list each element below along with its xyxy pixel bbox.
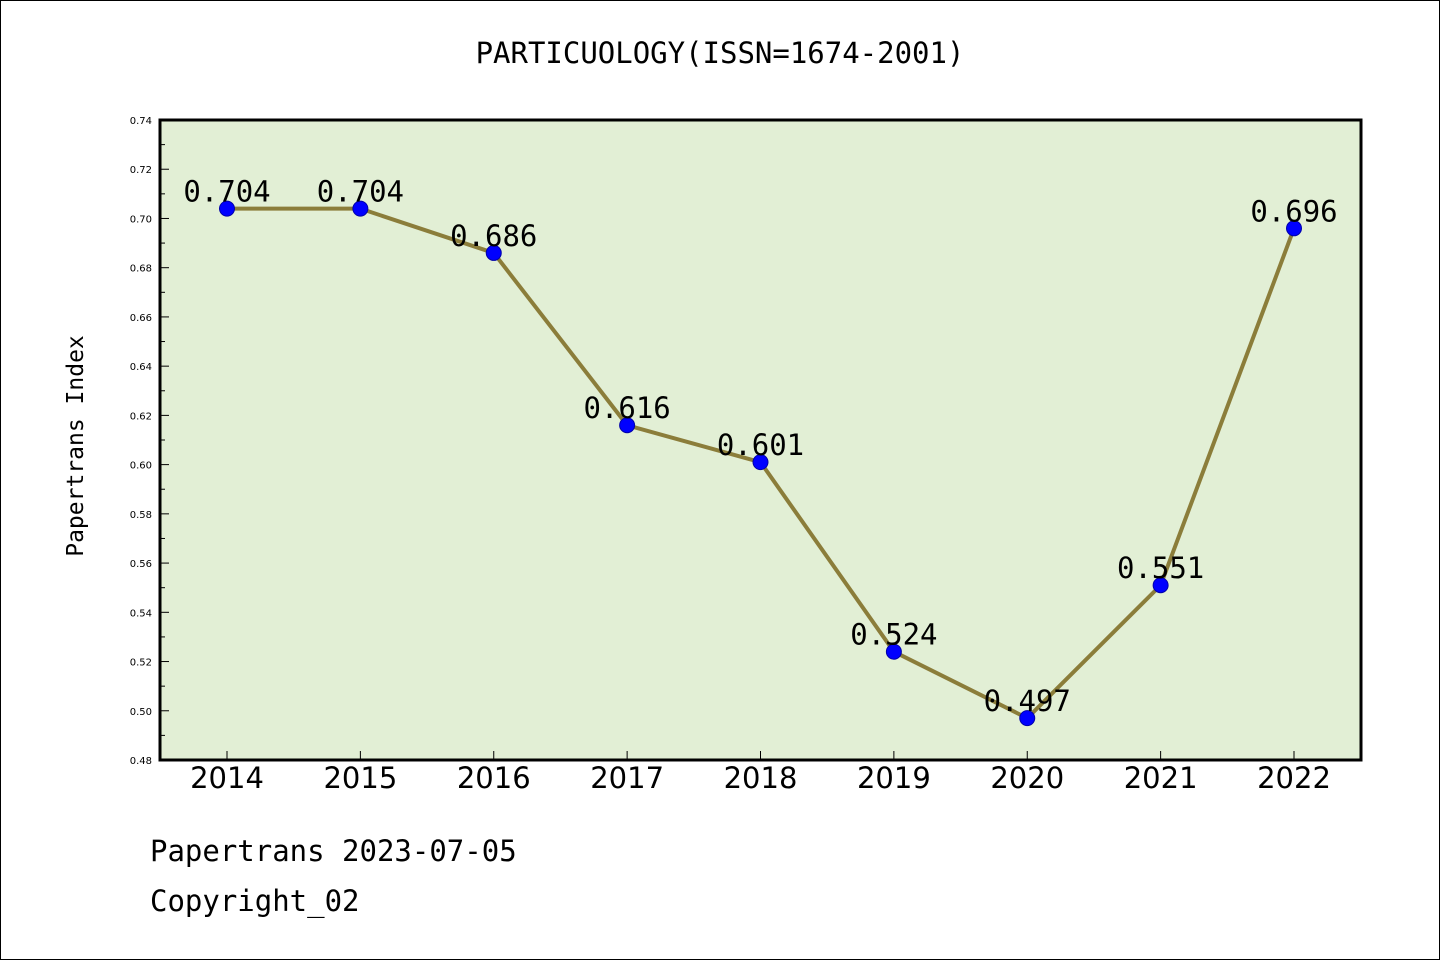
y-tick-label: 0.68	[130, 264, 152, 275]
y-tick-label: 0.66	[130, 313, 152, 324]
x-tick-label: 2016	[457, 761, 531, 795]
x-tick-label: 2015	[323, 761, 397, 795]
data-label: 0.551	[1117, 551, 1204, 585]
data-label: 0.704	[183, 175, 270, 209]
x-tick-label: 2019	[857, 761, 931, 795]
x-tick-label: 2021	[1124, 761, 1198, 795]
x-tick-label: 2017	[590, 761, 664, 795]
y-tick-label: 0.64	[130, 362, 152, 373]
y-tick-label: 0.74	[130, 116, 152, 127]
data-label: 0.704	[317, 175, 404, 209]
data-point	[619, 417, 636, 434]
data-point	[1019, 710, 1036, 727]
y-tick-label: 0.72	[130, 165, 152, 176]
data-label: 0.497	[984, 684, 1071, 718]
y-tick-label: 0.60	[130, 461, 152, 472]
x-tick-label: 2022	[1257, 761, 1331, 795]
data-point	[1286, 220, 1302, 237]
y-tick-label: 0.56	[130, 559, 152, 570]
data-point	[885, 643, 902, 660]
x-tick-label: 2014	[190, 761, 264, 795]
data-point	[485, 244, 502, 261]
y-tick-label: 0.58	[130, 510, 152, 521]
plot-area	[160, 120, 1361, 760]
y-tick-label: 0.54	[130, 608, 152, 619]
chart-title: PARTICUOLOGY(ISSN=1674-2001)	[475, 36, 965, 70]
footer-date: Papertrans 2023-07-05	[150, 834, 517, 868]
data-label: 0.686	[450, 219, 537, 253]
plot-border	[158, 118, 1363, 762]
y-tick-label: 0.62	[130, 411, 152, 422]
y-tick-label: 0.50	[130, 707, 152, 718]
x-tick-label: 2018	[724, 761, 798, 795]
data-point	[352, 200, 369, 217]
y-tick-label: 0.70	[130, 214, 152, 225]
footer-copyright: Copyright_02	[150, 884, 360, 918]
data-point	[1152, 577, 1169, 594]
y-tick-label: 0.52	[130, 658, 152, 669]
x-tick-label: 2020	[990, 761, 1064, 795]
data-label: 0.601	[717, 428, 804, 462]
data-label: 0.524	[850, 618, 937, 652]
data-label: 0.616	[583, 391, 670, 425]
data-label: 0.696	[1250, 194, 1337, 228]
y-tick-label: 0.48	[130, 756, 152, 767]
data-point	[219, 200, 235, 217]
data-point	[752, 454, 769, 471]
